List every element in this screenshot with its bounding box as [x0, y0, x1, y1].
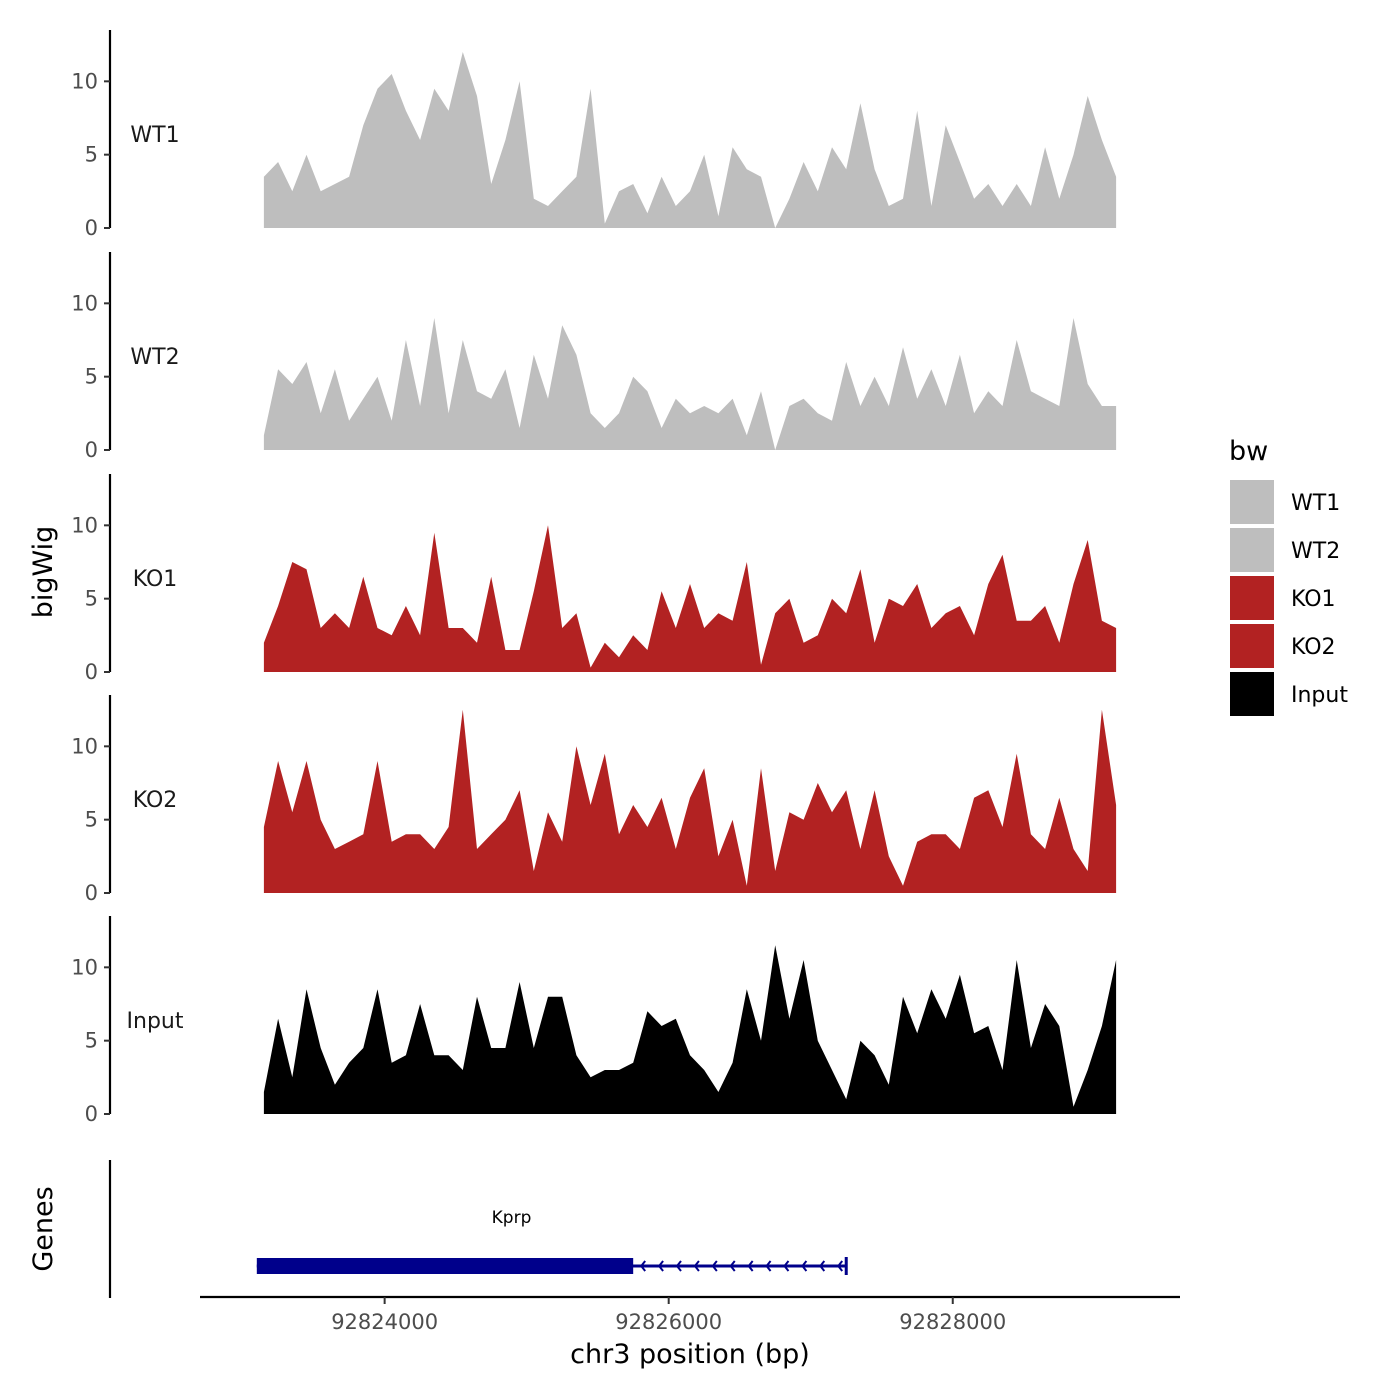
- y-axis-title: bigWig: [28, 526, 59, 619]
- y-tick-label-wt2-0: 0: [85, 438, 98, 462]
- y-tick-label-wt1-10: 10: [71, 69, 98, 93]
- y-tick-label-wt1-0: 0: [85, 216, 98, 240]
- legend-label-ko1: KO1: [1291, 587, 1336, 612]
- gene-strand-arrow: [819, 1260, 826, 1272]
- track-label-wt2: WT2: [130, 345, 179, 370]
- x-tick-label-92826000: 92826000: [615, 1310, 722, 1334]
- legend-key-ko1: [1230, 576, 1274, 620]
- track-label-input: Input: [127, 1009, 184, 1034]
- x-axis-title: chr3 position (bp): [570, 1339, 810, 1370]
- x-tick-label-92824000: 92824000: [331, 1310, 438, 1334]
- gene-strand-arrow: [765, 1260, 772, 1272]
- y-tick-label-ko2-0: 0: [85, 881, 98, 905]
- gene-label-kprp: Kprp: [492, 1208, 532, 1228]
- y-tick-label-wt2-5: 5: [85, 365, 98, 389]
- track-area-wt2: [263, 318, 1117, 450]
- legend-key-wt1: [1230, 480, 1274, 524]
- gene-exon-block: [256, 1258, 634, 1274]
- gene-strand-arrow: [675, 1260, 682, 1272]
- legend-label-wt1: WT1: [1291, 491, 1340, 516]
- gene-strand-arrow: [747, 1260, 754, 1272]
- gene-strand-arrow: [801, 1260, 808, 1272]
- gene-strand-arrow: [693, 1260, 700, 1272]
- track-area-input: [263, 945, 1117, 1114]
- gene-strand-arrow: [657, 1260, 664, 1272]
- y-tick-label-wt1-5: 5: [85, 143, 98, 167]
- track-area-ko2: [263, 709, 1117, 893]
- track-label-ko1: KO1: [133, 567, 178, 592]
- y-tick-label-input-0: 0: [85, 1102, 98, 1126]
- y-tick-label-input-10: 10: [71, 955, 98, 979]
- genes-axis-title: Genes: [28, 1186, 59, 1271]
- gene-strand-arrow: [783, 1260, 790, 1272]
- y-tick-label-ko1-0: 0: [85, 660, 98, 684]
- x-tick-label-92828000: 92828000: [899, 1310, 1006, 1334]
- legend-title: bw: [1229, 436, 1268, 467]
- legend-key-input: [1230, 672, 1274, 716]
- track-label-ko2: KO2: [133, 788, 178, 813]
- track-area-wt1: [263, 52, 1117, 228]
- legend-key-ko2: [1230, 624, 1274, 668]
- gene-strand-arrow: [729, 1260, 736, 1272]
- gene-strand-arrow: [711, 1260, 718, 1272]
- track-area-ko1: [263, 525, 1117, 672]
- y-tick-label-ko2-5: 5: [85, 808, 98, 832]
- legend-label-ko2: KO2: [1291, 635, 1336, 660]
- gene-strand-arrow: [836, 1260, 844, 1272]
- track-label-wt1: WT1: [130, 123, 179, 148]
- y-tick-label-ko1-5: 5: [85, 587, 98, 611]
- y-tick-label-input-5: 5: [85, 1029, 98, 1053]
- y-tick-label-wt2-10: 10: [71, 291, 98, 315]
- gene-strand-arrow: [639, 1260, 646, 1272]
- legend-label-input: Input: [1291, 683, 1348, 708]
- legend-label-wt2: WT2: [1291, 539, 1340, 564]
- legend-key-wt2: [1230, 528, 1274, 572]
- y-tick-label-ko2-10: 10: [71, 734, 98, 758]
- y-tick-label-ko1-10: 10: [71, 513, 98, 537]
